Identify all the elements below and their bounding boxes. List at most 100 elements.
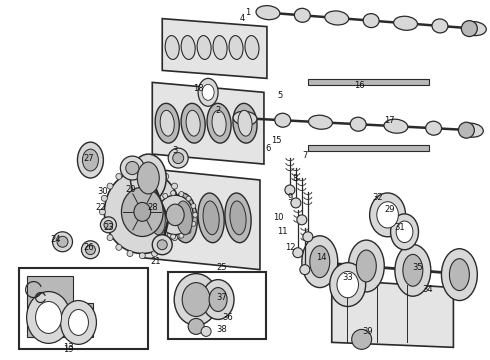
Ellipse shape <box>188 319 204 334</box>
Text: 1: 1 <box>245 8 250 17</box>
Ellipse shape <box>201 327 211 336</box>
Circle shape <box>151 167 158 173</box>
Ellipse shape <box>26 292 71 343</box>
Text: 6: 6 <box>265 144 270 153</box>
Text: 23: 23 <box>103 223 114 232</box>
Circle shape <box>163 231 168 236</box>
Ellipse shape <box>233 111 257 125</box>
Polygon shape <box>332 280 453 347</box>
Ellipse shape <box>356 250 376 282</box>
Ellipse shape <box>130 154 166 202</box>
Ellipse shape <box>181 103 205 143</box>
Text: 31: 31 <box>394 223 405 232</box>
Circle shape <box>163 193 168 198</box>
Ellipse shape <box>134 202 150 221</box>
Ellipse shape <box>149 201 165 235</box>
Circle shape <box>101 222 107 228</box>
Ellipse shape <box>294 8 310 22</box>
Ellipse shape <box>166 204 184 226</box>
Polygon shape <box>162 19 267 78</box>
Text: 34: 34 <box>422 285 433 294</box>
Ellipse shape <box>441 249 477 301</box>
Circle shape <box>116 174 122 179</box>
Ellipse shape <box>152 235 172 255</box>
Ellipse shape <box>463 22 486 36</box>
Bar <box>308 80 429 85</box>
Ellipse shape <box>182 283 210 316</box>
Circle shape <box>179 209 185 215</box>
Text: 39: 39 <box>362 327 373 336</box>
Ellipse shape <box>209 288 227 311</box>
Ellipse shape <box>363 14 379 28</box>
Ellipse shape <box>432 19 448 33</box>
Ellipse shape <box>403 255 423 286</box>
Circle shape <box>157 225 162 230</box>
Ellipse shape <box>337 271 359 298</box>
Ellipse shape <box>81 241 99 259</box>
Text: 16: 16 <box>354 81 365 90</box>
Text: 5: 5 <box>277 91 283 100</box>
Text: 26: 26 <box>83 243 94 252</box>
Ellipse shape <box>460 123 483 137</box>
Text: 9: 9 <box>287 193 293 202</box>
Ellipse shape <box>126 162 139 175</box>
Ellipse shape <box>309 115 332 129</box>
Text: 21: 21 <box>150 257 161 266</box>
Ellipse shape <box>395 244 431 296</box>
Ellipse shape <box>310 246 330 278</box>
Text: 18: 18 <box>193 84 203 93</box>
Ellipse shape <box>197 36 211 59</box>
Circle shape <box>171 234 175 239</box>
Circle shape <box>107 235 113 240</box>
Circle shape <box>172 183 177 189</box>
Bar <box>19 268 148 349</box>
Circle shape <box>179 192 184 197</box>
Text: 12: 12 <box>285 243 295 252</box>
Ellipse shape <box>61 301 97 345</box>
Circle shape <box>127 167 133 173</box>
Ellipse shape <box>302 236 338 288</box>
Text: 15: 15 <box>270 136 281 145</box>
Text: 28: 28 <box>147 203 158 212</box>
Circle shape <box>177 222 183 228</box>
Ellipse shape <box>122 187 163 237</box>
Ellipse shape <box>325 11 349 25</box>
Ellipse shape <box>458 122 474 138</box>
Text: 32: 32 <box>372 193 383 202</box>
Ellipse shape <box>155 103 179 143</box>
Ellipse shape <box>256 6 280 20</box>
Ellipse shape <box>230 201 246 235</box>
Circle shape <box>179 233 184 238</box>
Ellipse shape <box>157 195 193 235</box>
Circle shape <box>101 195 107 201</box>
Text: 37: 37 <box>217 293 227 302</box>
Ellipse shape <box>69 310 89 336</box>
Text: 3: 3 <box>172 145 178 154</box>
Ellipse shape <box>352 329 371 349</box>
Circle shape <box>172 235 177 240</box>
Text: 35: 35 <box>412 263 423 272</box>
Circle shape <box>157 199 162 204</box>
Bar <box>168 272 266 339</box>
Text: 25: 25 <box>217 263 227 272</box>
Text: 11: 11 <box>277 227 287 236</box>
Ellipse shape <box>174 274 218 325</box>
Ellipse shape <box>462 21 477 37</box>
Text: 17: 17 <box>384 116 395 125</box>
Ellipse shape <box>202 280 234 319</box>
Ellipse shape <box>300 265 310 275</box>
Ellipse shape <box>426 121 441 135</box>
Ellipse shape <box>384 119 408 133</box>
Text: 20: 20 <box>125 185 136 194</box>
Ellipse shape <box>104 170 180 253</box>
Circle shape <box>139 253 145 259</box>
Ellipse shape <box>144 193 171 243</box>
Ellipse shape <box>202 84 214 100</box>
Circle shape <box>193 212 197 217</box>
Circle shape <box>177 195 183 201</box>
Text: 10: 10 <box>272 213 283 222</box>
Circle shape <box>107 183 113 189</box>
Ellipse shape <box>213 36 227 59</box>
Ellipse shape <box>233 103 257 143</box>
Circle shape <box>153 208 158 213</box>
